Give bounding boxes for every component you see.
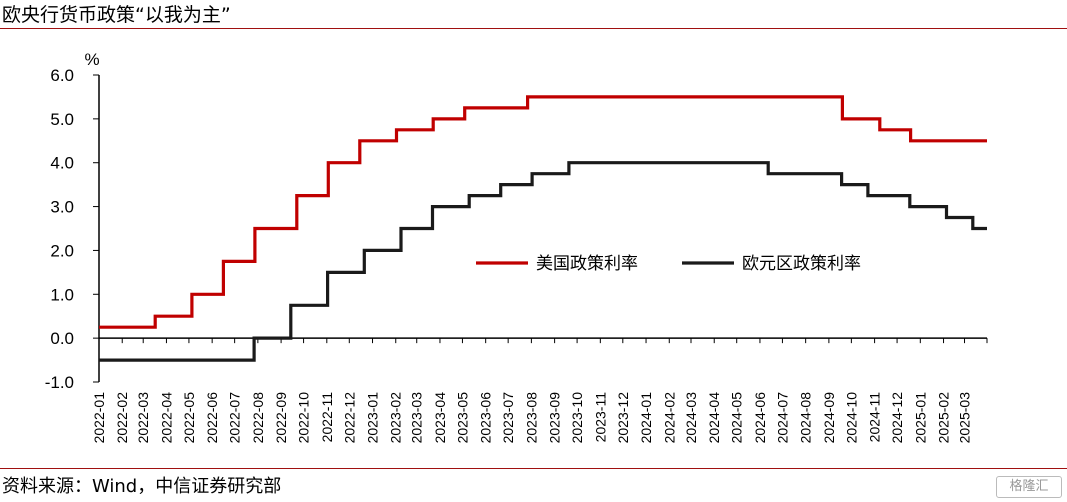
y-tick-label: 1.0: [50, 285, 74, 304]
x-tick-label: 2023-11: [592, 392, 608, 443]
x-tick-label: 2023-12: [615, 392, 631, 444]
x-tick-label: 2023-09: [547, 392, 563, 444]
source-divider: [0, 468, 1067, 469]
x-tick-label: 2024-04: [706, 392, 722, 444]
x-tick-label: 2022-01: [91, 392, 107, 444]
x-tick-label: 2024-05: [729, 392, 745, 444]
x-tick-label: 2022-12: [341, 392, 357, 444]
x-tick-label: 2024-07: [774, 392, 790, 444]
x-tick-label: 2022-04: [158, 392, 174, 444]
series-line-1: [99, 95, 987, 329]
legend-label-1: 美国政策利率: [536, 254, 638, 273]
x-tick-label: 2023-02: [388, 392, 404, 444]
series-layer: [99, 95, 987, 362]
y-tick-label: 6.0: [50, 66, 74, 85]
x-tick-label: 2023-08: [523, 392, 539, 444]
chart-title: 欧央行货币政策“以我为主”: [2, 4, 231, 26]
x-tick-label: 2022-02: [114, 392, 130, 444]
title-divider: [0, 28, 1067, 29]
x-tick-label: 2025-03: [957, 392, 973, 444]
x-tick-label: 2024-10: [843, 392, 859, 444]
chart-legend: 美国政策利率 欧元区政策利率: [476, 254, 861, 273]
legend-label-2: 欧元区政策利率: [742, 254, 861, 273]
y-tick-label: 2.0: [50, 241, 74, 260]
x-tick-label: 2022-10: [296, 392, 312, 444]
series-line-2: [99, 161, 987, 362]
x-tick-label: 2024-09: [821, 392, 837, 444]
y-tick-label: -1.0: [45, 373, 74, 392]
x-tick-label: 2023-10: [569, 392, 585, 444]
y-tick-label: 0.0: [50, 329, 74, 348]
y-axis-unit: %: [84, 50, 99, 69]
x-tick-label: 2023-04: [432, 392, 448, 444]
x-tick-label: 2022-11: [319, 392, 335, 443]
x-tick-label: 2025-02: [936, 392, 952, 444]
x-tick-label: 2023-03: [409, 392, 425, 444]
watermark-badge: 格隆汇: [996, 476, 1062, 498]
x-tick-label: 2022-09: [273, 392, 289, 444]
x-tick-label: 2024-02: [661, 392, 677, 444]
chart-axes: % 6.0 5.0 4.0 3.0 2.0 1.0 0.0 -1.0 2022-01 2022-02…: [45, 50, 988, 444]
x-tick-label: 2023-01: [365, 392, 381, 444]
x-tick-label: 2023-05: [454, 392, 470, 444]
y-tick-label: 4.0: [50, 154, 74, 173]
x-tick-label: 2024-08: [798, 392, 814, 444]
x-tick-label: 2023-07: [500, 392, 516, 444]
y-tick-label: 3.0: [50, 198, 74, 217]
source-note: 资料来源：Wind，中信证券研究部: [2, 476, 282, 497]
x-tick-label: 2022-06: [204, 392, 220, 444]
y-tick-label: 5.0: [50, 110, 74, 129]
x-tick-label: 2024-01: [638, 392, 654, 444]
x-tick-label: 2024-06: [752, 392, 768, 444]
x-tick-label: 2024-12: [889, 392, 905, 444]
x-tick-label: 2022-05: [181, 392, 197, 444]
x-tick-label: 2024-11: [867, 392, 883, 443]
x-tick-label: 2022-08: [250, 392, 266, 444]
x-tick-label: 2022-07: [227, 392, 243, 444]
x-tick-label: 2023-06: [478, 392, 494, 444]
x-tick-label: 2022-03: [135, 392, 151, 444]
x-tick-label: 2024-03: [683, 392, 699, 444]
x-tick-label: 2025-01: [912, 392, 928, 444]
